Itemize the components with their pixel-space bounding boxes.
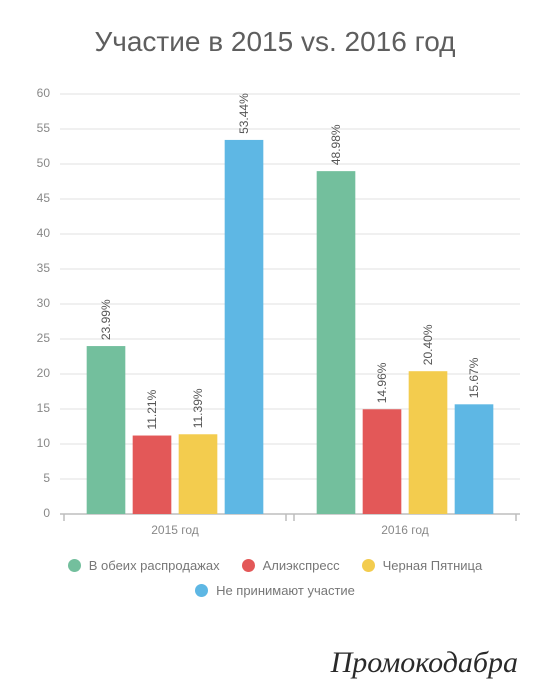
- y-tick-label: 10: [37, 436, 51, 450]
- bar-both: [317, 171, 356, 514]
- legend-swatch: [242, 559, 255, 572]
- y-tick-label: 20: [37, 366, 51, 380]
- y-tick-label: 25: [37, 331, 51, 345]
- brand-logo: Промокодабра: [331, 646, 518, 680]
- y-tick-label: 5: [43, 471, 50, 485]
- chart-svg: 0 5 10 15 20 25 30 35 40 45 50 55 60 2015 год 23.99% 11…: [0, 0, 550, 544]
- legend: В обеих распродажах Алиэкспресс Черная Пят…: [0, 558, 550, 598]
- legend-label: Не принимают участие: [216, 583, 355, 598]
- bar-value-label: 11.21%: [145, 389, 159, 429]
- bar-value-label: 11.39%: [191, 388, 205, 428]
- bar-ali: [133, 436, 172, 514]
- bar-value-label: 53.44%: [237, 93, 251, 134]
- y-tick-label: 55: [37, 121, 51, 135]
- legend-item-none: Не принимают участие: [195, 583, 355, 598]
- legend-label: Алиэкспресс: [263, 558, 340, 573]
- bar-value-label: 20.40%: [421, 324, 435, 365]
- x-tick-label: 2016 год: [381, 523, 429, 537]
- bar-value-label: 23.99%: [99, 299, 113, 340]
- y-tick-label: 0: [43, 506, 50, 520]
- legend-swatch: [68, 559, 81, 572]
- legend-swatch: [195, 584, 208, 597]
- chart-container: Участие в 2015 vs. 2016 год 051015202530…: [0, 0, 550, 696]
- x-tick-label: 2015 год: [151, 523, 199, 537]
- legend-label: Черная Пятница: [383, 558, 483, 573]
- legend-label: В обеих распродажах: [89, 558, 220, 573]
- y-tick-label: 60: [37, 86, 51, 100]
- y-tick-label: 35: [37, 261, 51, 275]
- y-tick-label: 15: [37, 401, 51, 415]
- y-tick-label: 40: [37, 226, 51, 240]
- legend-swatch: [362, 559, 375, 572]
- y-tick-label: 30: [37, 296, 51, 310]
- bar-value-label: 14.96%: [375, 362, 389, 403]
- bar-value-label: 15.67%: [467, 357, 481, 398]
- bar-none: [225, 140, 264, 514]
- bar-blackfri: [409, 371, 448, 514]
- bar-blackfri: [179, 434, 218, 514]
- legend-item-both: В обеих распродажах: [68, 558, 220, 573]
- bar-none: [455, 404, 494, 514]
- y-tick-label: 45: [37, 191, 51, 205]
- legend-item-ali: Алиэкспресс: [242, 558, 340, 573]
- legend-item-blackfri: Черная Пятница: [362, 558, 483, 573]
- bar-ali: [363, 409, 402, 514]
- bar-value-label: 48.98%: [329, 124, 343, 165]
- y-tick-label: 50: [37, 156, 51, 170]
- bar-both: [87, 346, 126, 514]
